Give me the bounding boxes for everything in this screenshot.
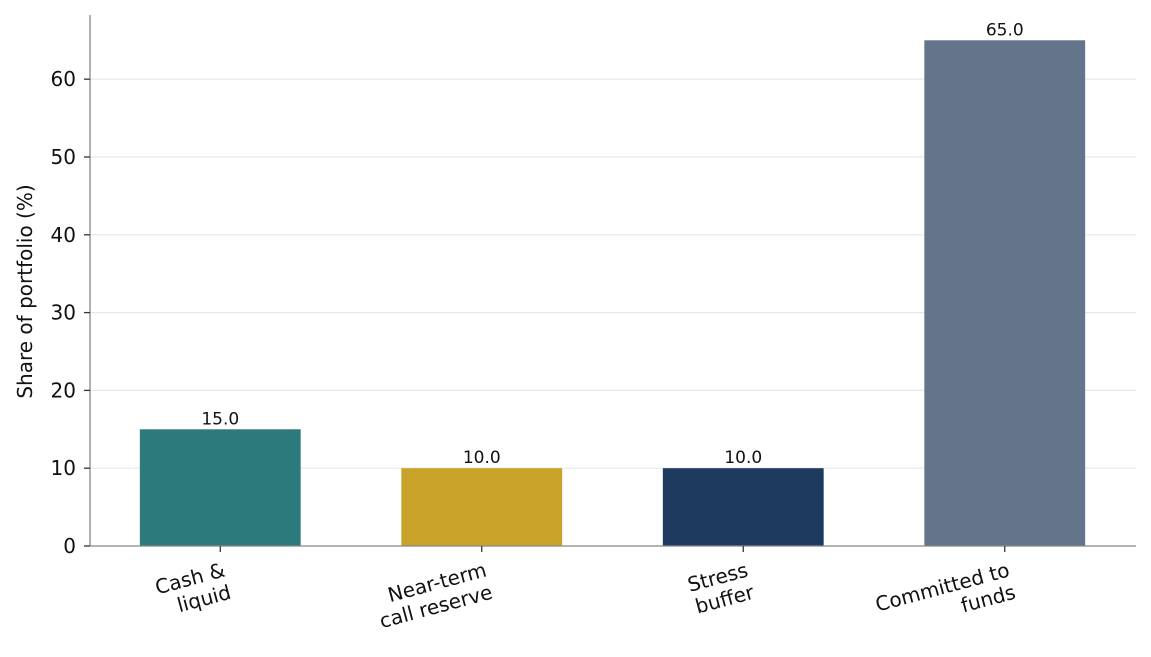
bars	[139, 40, 1086, 547]
y-tick-label: 40	[51, 223, 76, 247]
data-label: 65.0	[986, 20, 1024, 40]
x-tick-label: Cash &liquid	[152, 558, 233, 622]
x-tick-label: Near-termcall reserve	[371, 558, 495, 633]
bar	[662, 468, 824, 546]
y-tick-label: 50	[51, 145, 76, 169]
bar	[401, 468, 563, 546]
x-tick-label: Committed tofunds	[873, 558, 1018, 639]
bar	[139, 429, 301, 546]
x-tick-label: Stressbuffer	[685, 557, 757, 619]
axes	[89, 15, 1136, 547]
data-labels: 15.0 10.0 10.0 65.0	[201, 20, 1023, 468]
data-label: 10.0	[724, 448, 762, 468]
data-label: 15.0	[201, 409, 239, 429]
y-tick-label: 10	[51, 456, 76, 480]
y-tick-label: 30	[51, 301, 76, 325]
bar	[924, 40, 1086, 547]
y-tick-label: 20	[51, 378, 76, 402]
y-tick-label: 60	[51, 67, 76, 91]
x-ticks: Cash &liquid Near-termcall reserve Stressb…	[152, 546, 1018, 639]
y-tick-label: 0	[63, 534, 76, 558]
data-label: 10.0	[463, 448, 501, 468]
y-ticks: 0 10 20 30 40 50 60	[51, 67, 90, 558]
y-axis-label: Share of portfolio (%)	[13, 184, 37, 398]
